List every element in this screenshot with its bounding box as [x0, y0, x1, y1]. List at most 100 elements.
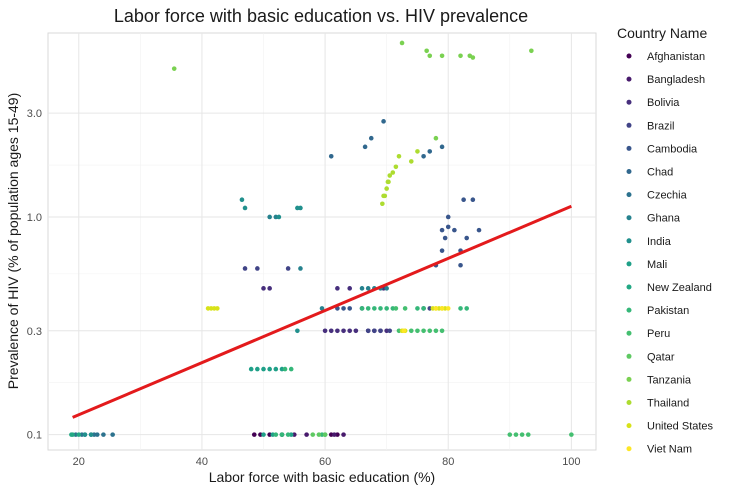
data-point	[382, 193, 388, 199]
data-point	[341, 306, 346, 311]
data-point	[421, 306, 426, 311]
data-point	[88, 432, 94, 437]
x-axis-ticks: 20 40 60 80 100	[73, 456, 581, 468]
legend-swatch	[626, 284, 632, 290]
data-point	[381, 119, 386, 124]
legend-swatch	[626, 330, 632, 336]
data-point	[328, 153, 334, 159]
legend-swatch	[626, 145, 632, 151]
data-point	[267, 286, 272, 291]
legend-swatch	[626, 400, 632, 405]
data-point	[341, 432, 346, 437]
legend-label: Czechia	[647, 190, 688, 202]
data-point	[424, 48, 429, 54]
data-point	[386, 179, 391, 185]
x-axis-title: Labor force with basic education (%)	[209, 469, 435, 485]
legend-label: New Zealand	[647, 282, 712, 294]
y-axis-title: Prevalence of HIV (% of population ages …	[5, 93, 21, 390]
data-point	[171, 66, 177, 71]
data-point	[427, 328, 433, 334]
data-point	[332, 432, 337, 437]
data-point	[276, 214, 282, 220]
legend-swatch	[626, 215, 632, 221]
data-point	[304, 432, 309, 437]
data-point	[427, 53, 433, 59]
legend-swatch	[626, 99, 632, 105]
x-tick-label: 20	[73, 456, 85, 468]
data-point	[295, 328, 300, 334]
data-point	[439, 248, 445, 253]
data-point	[322, 328, 328, 334]
data-point	[433, 328, 439, 334]
data-point	[464, 235, 469, 241]
data-point	[255, 266, 260, 271]
data-point	[273, 432, 279, 437]
legend-label: Viet Nam	[647, 444, 692, 456]
x-tick-label: 80	[442, 456, 454, 468]
data-point	[461, 197, 466, 203]
data-point	[513, 432, 519, 437]
legend-label: Chad	[647, 167, 673, 179]
data-point	[101, 432, 106, 437]
data-point	[372, 306, 377, 311]
data-point	[439, 144, 445, 150]
data-point	[387, 173, 393, 178]
data-point	[452, 227, 457, 233]
data-point	[393, 164, 399, 170]
data-point	[248, 366, 254, 372]
data-point	[279, 432, 285, 437]
data-point	[402, 306, 408, 311]
data-point	[335, 286, 340, 291]
legend-label: Ghana	[647, 213, 681, 225]
legend-swatch	[626, 76, 632, 82]
data-point	[359, 286, 365, 291]
data-point	[242, 266, 248, 271]
legend-swatch	[626, 423, 632, 429]
data-point	[445, 224, 451, 230]
data-point	[470, 197, 476, 203]
data-point	[69, 432, 74, 437]
x-tick-label: 40	[196, 456, 208, 468]
data-point	[380, 201, 385, 207]
y-tick-label: 1.0	[27, 212, 42, 224]
data-point	[365, 286, 371, 291]
legend-swatch	[626, 53, 632, 59]
data-point	[445, 306, 451, 311]
data-point	[458, 53, 463, 59]
legend-label: Brazil	[647, 120, 675, 132]
data-point	[347, 286, 353, 291]
legend-label: Peru	[647, 328, 670, 340]
data-point	[322, 432, 328, 437]
data-point	[439, 227, 445, 233]
data-point	[421, 328, 426, 334]
legend-swatch	[626, 376, 632, 382]
legend-swatch	[626, 446, 632, 452]
data-point	[328, 328, 334, 334]
data-point	[335, 328, 340, 334]
data-point	[110, 432, 115, 437]
data-point	[415, 149, 420, 154]
data-point	[569, 432, 574, 437]
legend-label: Qatar	[647, 351, 675, 363]
data-point	[384, 186, 389, 191]
legend-label: United States	[647, 421, 714, 433]
legend: Country Name Afghanistan Bangladesh Bolivi…	[617, 25, 714, 456]
data-point	[384, 306, 389, 311]
data-point	[415, 328, 420, 334]
legend-label: Bangladesh	[647, 74, 705, 86]
data-point	[285, 432, 291, 437]
data-point	[261, 366, 266, 372]
data-point	[408, 159, 414, 164]
data-point	[439, 328, 445, 334]
data-point	[310, 432, 316, 437]
y-tick-label: 0.1	[27, 430, 42, 442]
data-point	[273, 366, 279, 372]
legend-title: Country Name	[617, 25, 707, 41]
data-point	[476, 227, 482, 233]
data-point	[421, 153, 426, 159]
data-point	[458, 306, 463, 311]
data-point	[267, 366, 272, 372]
data-point	[368, 135, 374, 141]
data-point	[347, 328, 353, 334]
data-point	[239, 197, 245, 203]
